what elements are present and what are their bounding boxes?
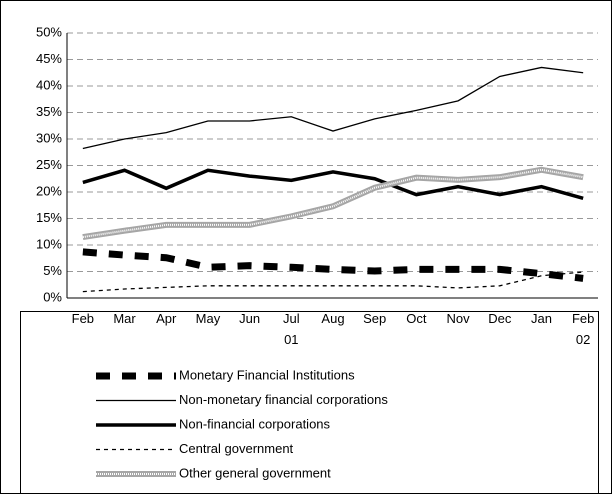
series-line (82, 271, 584, 293)
series-line (82, 66, 584, 150)
x-tick-label: Jun (239, 311, 261, 326)
series-line (82, 248, 584, 282)
y-tick-label: 35% (36, 104, 62, 119)
x-tick-label: Apr (156, 311, 177, 326)
series-line (82, 168, 584, 201)
x-tick-label: Dec (488, 311, 512, 326)
x-tick-label: Feb (71, 311, 95, 326)
line-hatch (82, 168, 584, 239)
x-tick-label: Jan (530, 311, 552, 326)
legend-box (20, 311, 599, 494)
legend-label: Non-financial corporations (179, 416, 331, 431)
x-tick-label: May (195, 311, 221, 326)
x-tick-label: Sep (363, 311, 387, 326)
y-tick-label: 50% (36, 24, 62, 39)
x-tick-label: Jul 01 (282, 311, 300, 347)
x-tick-label: Nov (446, 311, 470, 326)
series-line (82, 166, 584, 241)
x-tick-label: Aug (321, 311, 345, 326)
y-tick-label: 45% (36, 51, 62, 66)
x-tick-label: Feb 02 (571, 311, 595, 347)
y-tick-label: 30% (36, 130, 62, 145)
x-tick-label: Mar (113, 311, 136, 326)
legend-label: Non-monetary financial corporations (179, 392, 388, 407)
y-tick-label: 40% (36, 77, 62, 92)
legend-label: Other general government (179, 465, 331, 480)
legend-label: Monetary Financial Institutions (179, 367, 355, 382)
x-tick-label: Oct (406, 311, 427, 326)
legend-label: Central government (179, 441, 294, 456)
y-tick-label: 0% (43, 289, 62, 304)
y-tick-label: 15% (36, 210, 62, 225)
y-tick-label: 5% (43, 263, 62, 278)
y-tick-label: 25% (36, 157, 62, 172)
y-tick-label: 10% (36, 236, 62, 251)
y-tick-label: 20% (36, 183, 62, 198)
